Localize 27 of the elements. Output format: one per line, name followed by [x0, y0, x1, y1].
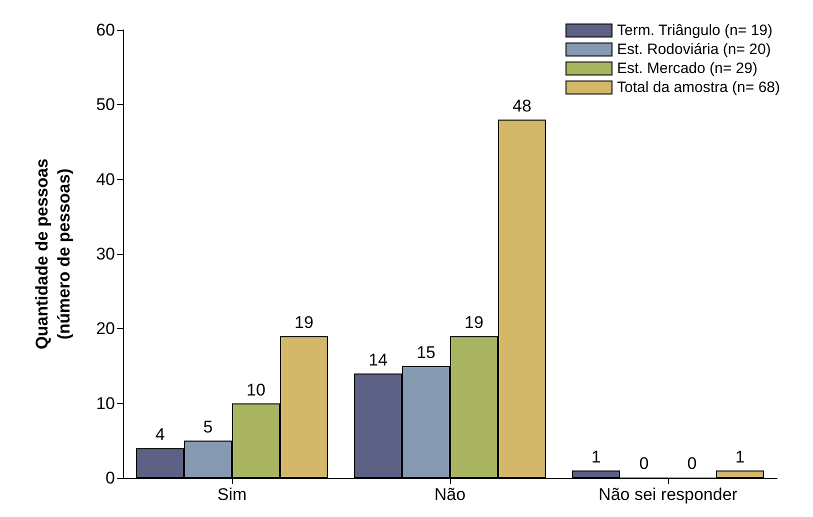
data-label: 15: [416, 343, 436, 362]
data-label: 19: [464, 313, 484, 332]
y-tick-label: 20: [96, 319, 115, 338]
y-tick-label: 40: [96, 170, 115, 189]
data-label: 1: [591, 448, 601, 467]
legend-label: Term. Triângulo (n= 19): [617, 22, 772, 39]
x-tick-label: Não: [434, 485, 466, 504]
x-tick-label: Sim: [217, 485, 247, 504]
y-axis-title: Quantidade de pessoas (número de pessoas): [32, 158, 74, 350]
data-label: 14: [368, 350, 388, 370]
y-tick-label: 50: [96, 95, 115, 114]
x-tick-label: Não sei responder: [598, 485, 738, 504]
legend-label: Est. Rodoviária (n= 20): [617, 41, 771, 58]
y-tick-label: 10: [96, 394, 115, 413]
y-tick-label: 30: [96, 244, 115, 264]
legend-label: Est. Mercado (n= 29): [617, 60, 758, 77]
y-tick-label: 60: [96, 20, 115, 40]
data-label: 0: [639, 454, 649, 473]
y-tick-label: 0: [106, 468, 115, 488]
data-label: 5: [203, 418, 213, 437]
legend-label: Total da amostra (n= 68): [617, 79, 780, 96]
data-label: 0: [687, 454, 697, 473]
data-label: 19: [294, 313, 314, 332]
data-label: 48: [512, 96, 532, 116]
data-label: 10: [246, 380, 266, 400]
data-label: 1: [735, 448, 745, 467]
data-label: 4: [155, 425, 165, 444]
